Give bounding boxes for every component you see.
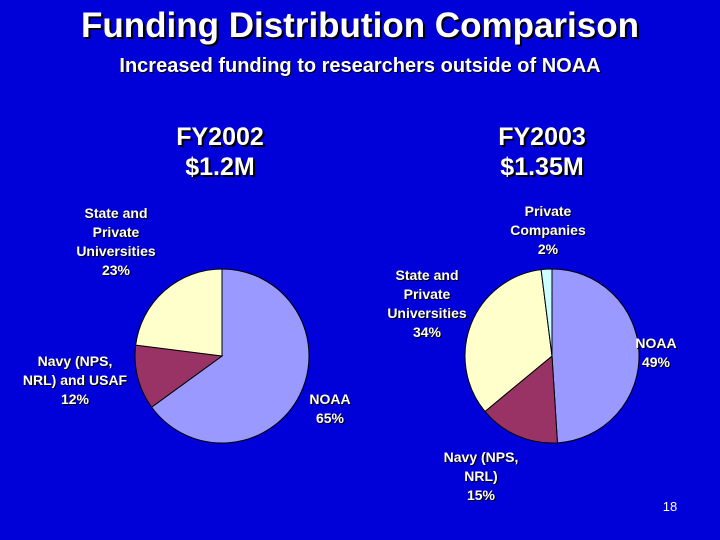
pie-2-slice-noaa [551,268,640,444]
pie-2-label-noaa: NOAA 49% [601,334,711,372]
pie-2-label-noaa-value: 49% [641,354,671,370]
page-subtitle: Increased funding to researchers outside… [119,55,601,77]
pie-1-label-noaa-value: 65% [315,410,345,426]
pie-1-slice-universities [135,268,223,357]
pie-2-label-univ-line1: State and [395,267,459,283]
pie-1-label-navy-value: 12% [60,391,90,407]
pie-2-label-noaa-name: NOAA [635,335,677,351]
pie-2-heading: FY2003 $1.35M [442,122,642,182]
pie-1-label-navy-line2: NRL) and USAF [22,372,128,388]
pie-1-label-universities: State and Private Universities 23% [41,204,191,280]
pie-1-heading: FY2002 $1.2M [120,122,320,182]
page-title: Funding Distribution Comparison [80,6,639,45]
pie-2-total: $1.35M [500,153,584,181]
pie-2-label-univ-line2: Private [403,286,451,302]
pie-1-label-univ-line2: Private [92,224,140,240]
pie-2-label-navy-line2: NRL) [464,468,498,484]
pie-1-label-univ-line3: Universities [76,243,156,259]
pie-1-label-univ-value: 23% [101,262,131,278]
pie-2-slice-navy [484,354,558,444]
pie-2-label-univ-line3: Universities [387,305,467,321]
pie-1-slice-noaa [150,268,310,444]
pie-1-slice-navy [134,344,224,408]
pie-2-label-comp-line2: Companies [510,222,586,238]
pie-2-slice-companies [540,268,553,357]
pie-2-label-universities: State and Private Universities 34% [352,266,502,342]
pie-2-label-univ-value: 34% [412,324,442,340]
pie-1-label-navy-line1: Navy (NPS, [37,353,113,369]
pie-2-label-comp-line1: Private [524,203,572,219]
pie-2-label-companies: Private Companies 2% [473,202,623,259]
pie-1-label-univ-line1: State and [84,205,148,221]
pie-2-title: FY2003 [498,123,586,151]
pie-1-total: $1.2M [185,153,255,181]
pie-1-label-noaa-name: NOAA [309,391,351,407]
pie-2-slice-universities [464,269,553,413]
pie-2-label-comp-value: 2% [537,241,559,257]
pie-1-title: FY2002 [176,123,264,151]
pie-1-label-noaa: NOAA 65% [255,390,405,428]
page-number: 18 [662,499,678,514]
pie-1-label-navy: Navy (NPS, NRL) and USAF 12% [0,352,150,409]
pie-2-label-navy-value: 15% [466,487,496,503]
pie-2-label-navy-line1: Navy (NPS, [443,449,519,465]
pie-2-label-navy: Navy (NPS, NRL) 15% [406,448,556,505]
